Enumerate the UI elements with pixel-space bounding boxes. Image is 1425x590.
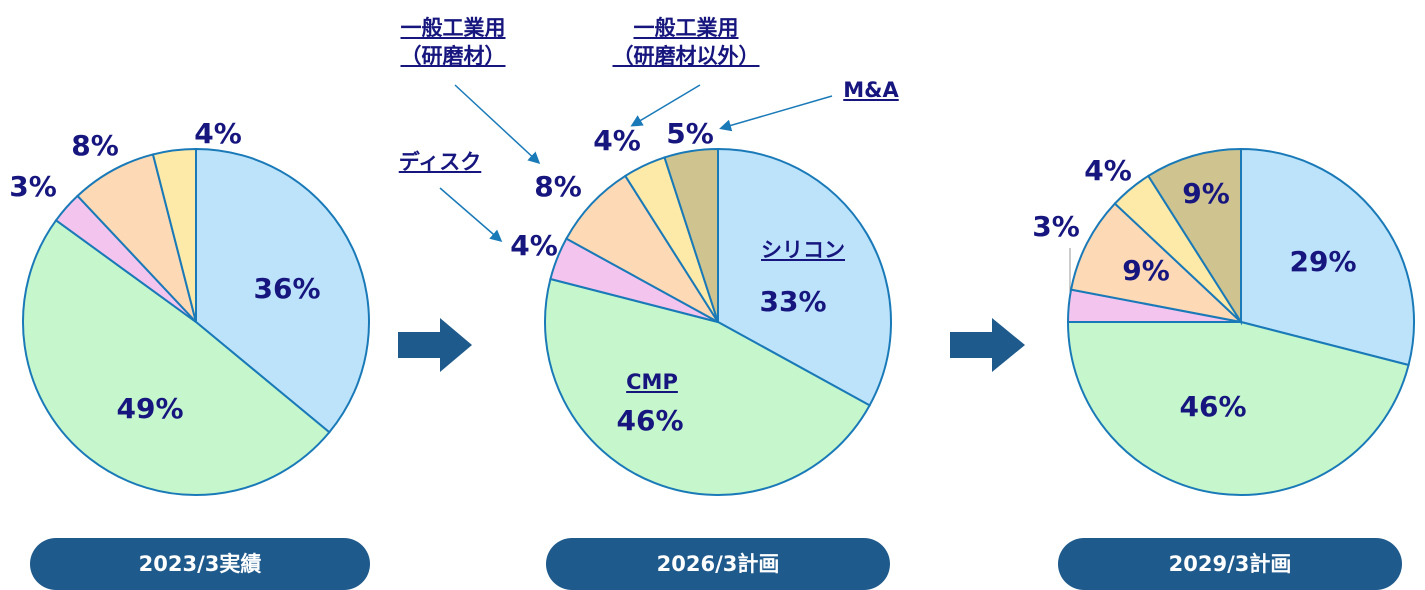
value-label: 33% bbox=[759, 285, 826, 318]
chart-title: 2029/3計画 bbox=[1169, 552, 1292, 576]
arrow bbox=[398, 318, 472, 372]
pie-slice bbox=[1146, 147, 1242, 326]
category-label: シリコン bbox=[761, 238, 845, 262]
value-label: 4% bbox=[593, 124, 641, 157]
leader-lines bbox=[439, 84, 833, 242]
category-label: M&A bbox=[843, 78, 899, 102]
pie-slice bbox=[544, 277, 871, 496]
category-label: ディスク bbox=[398, 150, 482, 174]
pie-slice bbox=[151, 147, 197, 323]
category-label: 一般工業用 （研磨材） bbox=[400, 16, 506, 68]
pie-slice bbox=[663, 147, 719, 323]
value-label: 36% bbox=[253, 272, 320, 305]
value-label: 4% bbox=[194, 117, 242, 150]
value-label: 3% bbox=[1032, 210, 1080, 243]
value-label: 4% bbox=[1084, 154, 1132, 187]
value-label: 5% bbox=[666, 117, 714, 150]
pie-slice bbox=[1066, 321, 1410, 496]
value-label: 8% bbox=[534, 170, 582, 203]
chart-title: 2026/3計画 bbox=[657, 552, 780, 576]
category-label: 一般工業用 （研磨材以外） bbox=[612, 16, 760, 68]
value-label: 9% bbox=[1182, 177, 1230, 210]
value-label: 9% bbox=[1122, 254, 1170, 287]
title-badge bbox=[1058, 538, 1402, 590]
value-label: 8% bbox=[71, 129, 119, 162]
category-label: CMP bbox=[626, 370, 678, 394]
pie-slice bbox=[195, 147, 370, 434]
pie-slice bbox=[1069, 202, 1245, 324]
title-badge bbox=[30, 538, 370, 590]
pie-slice bbox=[717, 147, 892, 407]
value-label: 29% bbox=[1289, 245, 1356, 278]
arrow bbox=[950, 318, 1025, 372]
value-label: 4% bbox=[510, 229, 558, 262]
chart-title: 2023/3実績 bbox=[139, 552, 262, 576]
value-label: 46% bbox=[1179, 390, 1246, 423]
title-badge bbox=[546, 538, 890, 590]
pie-slice bbox=[22, 218, 331, 496]
pie-slice bbox=[1240, 147, 1415, 367]
value-label: 46% bbox=[616, 404, 683, 437]
value-label: 49% bbox=[116, 392, 183, 425]
value-label: 3% bbox=[9, 170, 57, 203]
